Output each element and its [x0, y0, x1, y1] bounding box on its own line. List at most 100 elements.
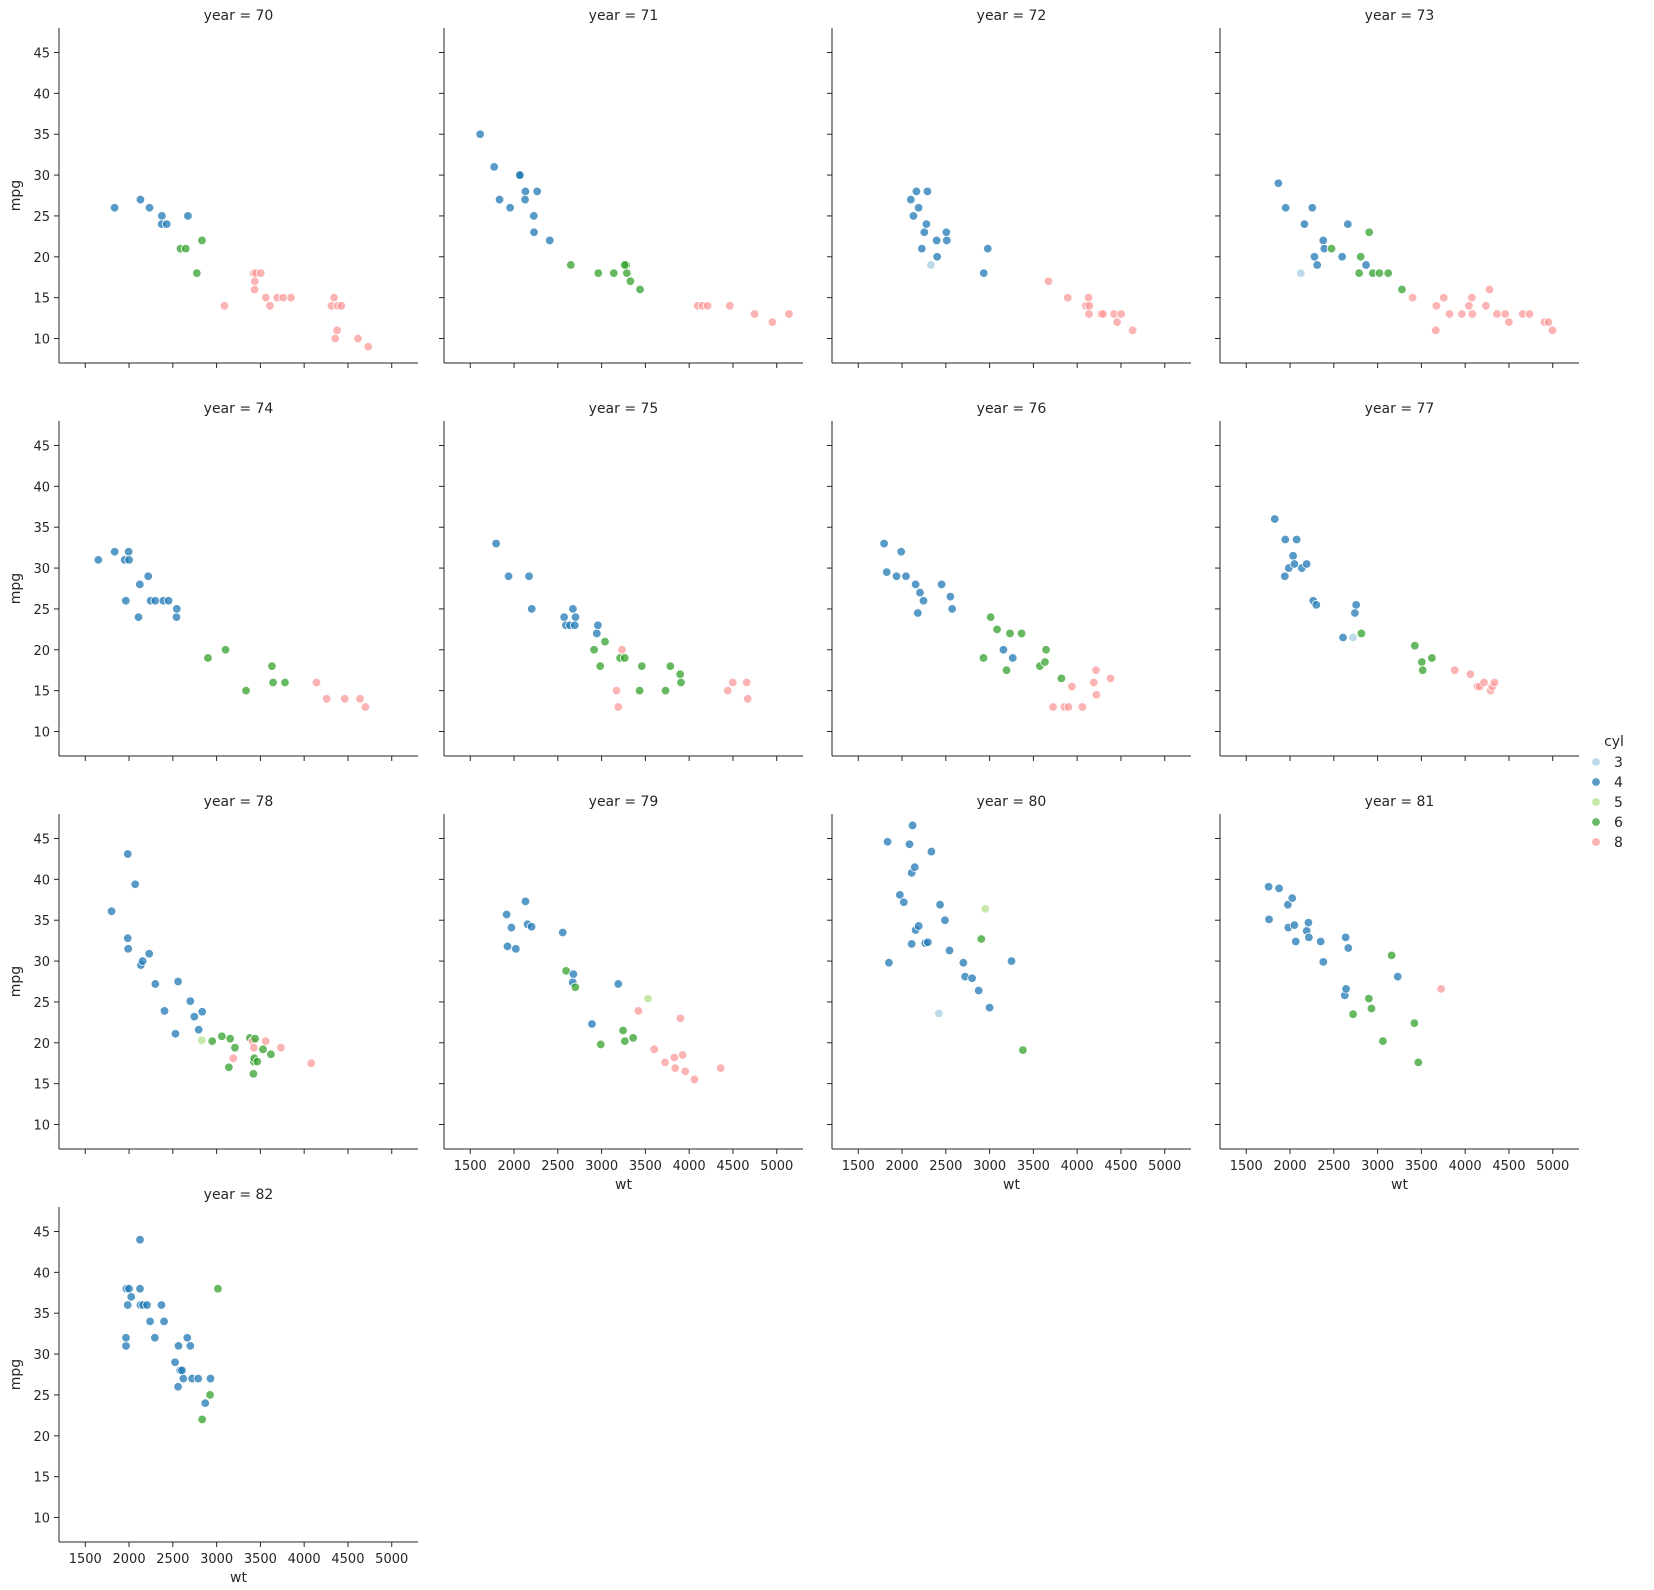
data-point [183, 211, 193, 221]
data-point [637, 661, 647, 671]
data-point [135, 194, 146, 205]
facet-panel: year = 80 1500 2000 2500 3000 3500 4000 4500 500… [827, 794, 1191, 1193]
legend-label: 4 [1614, 775, 1623, 791]
data-point [1465, 669, 1476, 679]
data-point [1289, 559, 1300, 569]
data-point [895, 890, 905, 900]
data-point [1524, 309, 1535, 319]
facet-panel: year = 78 10 15 20 25 30 35 40 45 mpg [8, 794, 418, 1154]
data-point [511, 944, 521, 954]
data-point [910, 862, 920, 872]
legend-label: 6 [1614, 815, 1623, 831]
data-point [945, 591, 956, 602]
y-tick-label: 45 [33, 1226, 50, 1241]
data-point [879, 538, 889, 549]
data-point [329, 292, 339, 303]
data-point [611, 685, 622, 696]
data-point [728, 677, 738, 688]
data-point [137, 956, 148, 966]
data-point [1543, 317, 1554, 327]
data-point [157, 211, 167, 221]
data-point [306, 1058, 316, 1068]
data-point [689, 1074, 700, 1085]
data-point [355, 694, 365, 704]
data-point [1354, 268, 1364, 278]
data-point [185, 996, 196, 1006]
y-tick-label: 40 [33, 873, 50, 888]
y-tick-label: 10 [33, 725, 50, 740]
x-tick-label: 3000 [973, 1159, 1006, 1174]
data-point [1063, 702, 1074, 712]
data-point [205, 1373, 216, 1384]
data-point [923, 937, 933, 947]
data-point [635, 284, 645, 295]
y-tick-label: 30 [33, 1348, 50, 1363]
data-point [1048, 702, 1058, 712]
data-point [197, 235, 207, 246]
data-point [1364, 993, 1374, 1004]
data-point [278, 292, 288, 303]
data-point [1112, 317, 1122, 327]
data-point [593, 620, 603, 630]
y-tick-label: 10 [33, 1511, 50, 1526]
data-point [1001, 665, 1012, 675]
data-point [680, 1066, 690, 1077]
y-tick-label: 15 [33, 292, 50, 307]
data-point [992, 624, 1002, 635]
data-point [1356, 252, 1366, 262]
legend-marker [1591, 757, 1601, 767]
data-point [203, 653, 213, 663]
data-point [559, 612, 569, 622]
y-tick-label: 30 [33, 169, 50, 184]
data-point [1283, 899, 1293, 910]
facet-title: year = 75 [589, 401, 659, 417]
data-point [170, 1357, 180, 1367]
data-point [475, 129, 485, 139]
data-point [1318, 235, 1328, 246]
data-point [1457, 309, 1467, 319]
data-point [1439, 292, 1449, 303]
data-point [286, 292, 296, 303]
data-point [1417, 657, 1427, 667]
data-point [722, 685, 733, 696]
data-point [1467, 292, 1477, 303]
data-point [1299, 219, 1310, 229]
facet-panel: year = 71 [439, 8, 803, 368]
data-point [340, 694, 350, 704]
data-point [1547, 325, 1558, 336]
data-point [171, 612, 182, 622]
data-point [593, 268, 603, 278]
data-point [93, 555, 104, 565]
facet-panel: year = 77 [1215, 401, 1579, 761]
data-point [150, 596, 161, 606]
data-point [527, 604, 537, 614]
data-point [1386, 950, 1397, 961]
data-point [1264, 914, 1274, 925]
data-point [906, 194, 916, 205]
data-point [1410, 640, 1420, 651]
data-point [1431, 301, 1442, 311]
data-point [1116, 309, 1126, 319]
facets-layer: year = 70 10 15 20 25 30 35 40 45 mpg year = 71 yea… [8, 8, 1579, 1586]
data-point [1098, 309, 1108, 319]
x-tick-label: 5000 [760, 1159, 793, 1174]
data-point [266, 1049, 276, 1059]
y-tick-label: 40 [33, 480, 50, 495]
data-point [935, 899, 945, 910]
data-point [109, 547, 120, 557]
x-tick-label: 4500 [331, 1552, 364, 1567]
data-point [363, 341, 373, 352]
data-point [643, 993, 653, 1004]
data-point [784, 309, 794, 319]
facet-title: year = 70 [204, 8, 274, 24]
x-tick-label: 3000 [585, 1159, 618, 1174]
data-point [1383, 268, 1393, 278]
data-point [934, 1008, 944, 1019]
data-point [219, 301, 230, 311]
data-point [558, 927, 568, 938]
data-point [185, 1341, 196, 1351]
y-tick-label: 25 [33, 1389, 50, 1404]
data-point [904, 839, 915, 849]
x-tick-label: 3500 [1017, 1159, 1050, 1174]
data-point [193, 1025, 204, 1035]
